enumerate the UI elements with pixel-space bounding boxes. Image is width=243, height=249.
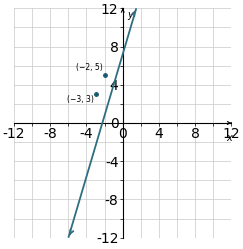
Text: (−2, 5): (−2, 5) [76,63,103,72]
Text: y: y [127,10,133,20]
Text: (−3, 3): (−3, 3) [67,95,94,104]
Text: x: x [226,132,232,143]
